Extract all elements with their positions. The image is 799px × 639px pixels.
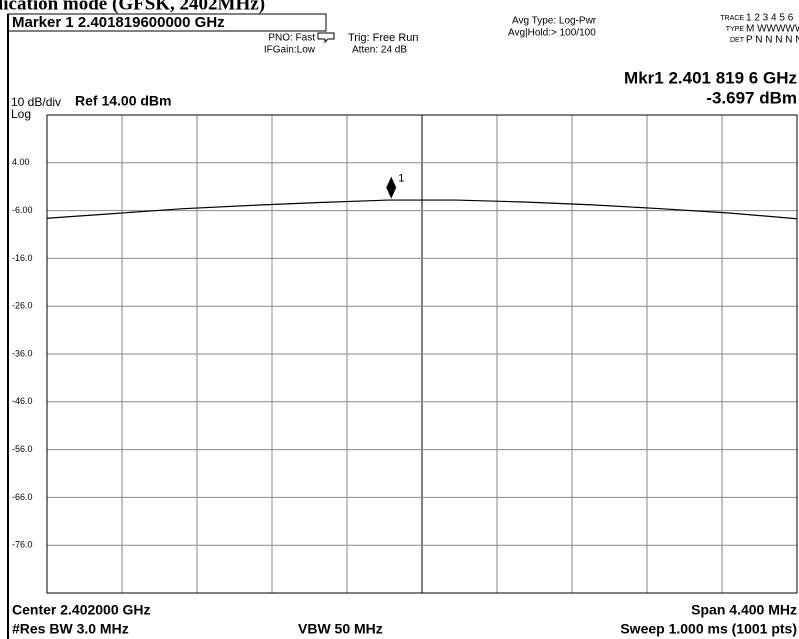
y-tick-label: -16.0 — [12, 253, 33, 263]
icon — [317, 32, 335, 44]
plot-border — [46, 114, 798, 594]
y-tick-label: -76.0 — [12, 540, 33, 550]
det-label: DET — [730, 37, 745, 44]
y-tick-label: -26.0 — [12, 301, 33, 311]
det: P N N N N N — [746, 35, 799, 46]
trig: Trig: Free Run — [348, 32, 419, 44]
avg-type: Avg Type: Log-Pwr — [512, 16, 597, 27]
y-tick-label: -56.0 — [12, 444, 33, 454]
marker-level: -3.697 dBm — [706, 88, 797, 107]
sweep: Sweep 1.000 ms (1001 pts) — [620, 621, 797, 637]
marker-box — [7, 13, 327, 32]
y-tick-label: -6.00 — [12, 205, 33, 215]
center-freq: Center 2.402000 GHz — [12, 602, 151, 618]
scale-per-div: 10 dB/div — [11, 95, 61, 109]
y-tick-label: 4.00 — [12, 157, 30, 167]
type: M WWWWW — [746, 24, 799, 35]
y-tick-label: -36.0 — [12, 348, 33, 358]
y-tick-label: -66.0 — [12, 492, 33, 502]
marker-frequency: Mkr1 2.401 819 6 GHz — [624, 68, 797, 87]
ifgain: IFGain:Low — [264, 45, 316, 56]
trace-label: TRACE — [720, 15, 744, 22]
marker-readout: Marker 1 2.401819600000 GHz — [12, 14, 225, 31]
y-tick-label: -46.0 — [12, 396, 33, 406]
atten: Atten: 24 dB — [352, 45, 407, 56]
ref-level: Ref 14.00 dBm — [75, 93, 171, 109]
span: Span 4.400 MHz — [691, 602, 797, 618]
rbw: #Res BW 3.0 MHz — [12, 621, 129, 637]
vbw: VBW 50 MHz — [298, 621, 383, 637]
scale-type: Log — [11, 107, 31, 121]
caption: lication mode (GFSK, 2402MHz) — [0, 0, 265, 14]
avg-hold: Avg|Hold:> 100/100 — [508, 28, 596, 39]
marker — [386, 176, 397, 199]
trace — [46, 199, 798, 220]
type-label: TYPE — [726, 26, 745, 33]
trace: 1 2 3 4 5 6 — [746, 13, 794, 24]
pno: PNO: Fast — [268, 33, 315, 44]
marker-label: 1 — [398, 172, 404, 184]
